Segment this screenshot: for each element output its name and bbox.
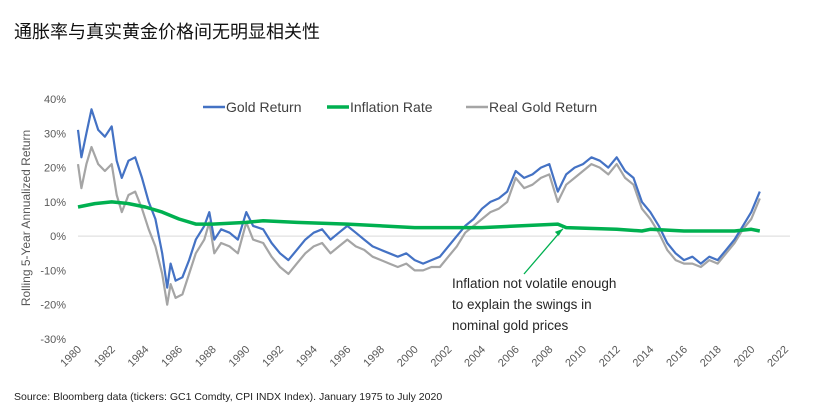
chart: Rolling 5-Year Annualized Return 40% 30% 2… <box>19 94 791 370</box>
x-tick-label: 1988 <box>193 344 219 370</box>
x-tick-label: 2016 <box>664 344 690 370</box>
annotation-text: Inflation not volatile enough <box>452 276 616 291</box>
x-tick-label: 2018 <box>698 344 724 370</box>
source-note: Source: Bloomberg data (tickers: GC1 Com… <box>14 391 443 403</box>
x-tick-label: 2012 <box>597 344 623 370</box>
arrow-head-icon <box>554 228 563 236</box>
inflation-rate-line <box>77 200 761 233</box>
page-title: 通胀率与真实黄金价格间无明显相关性 <box>14 22 320 43</box>
x-tick-label: 2022 <box>765 344 791 370</box>
annotation-arrow <box>523 228 564 275</box>
legend-label: Inflation Rate <box>350 99 433 115</box>
legend-label: Gold Return <box>226 99 301 115</box>
y-tick-label: 20% <box>44 163 66 175</box>
y-tick-label: 40% <box>44 94 66 106</box>
x-tick-label: 2020 <box>732 344 758 370</box>
x-tick-label: 2006 <box>496 344 522 370</box>
y-tick-label: -20% <box>40 300 66 312</box>
x-tick-label: 2002 <box>429 344 455 370</box>
x-tick-label: 1996 <box>328 344 354 370</box>
x-tick-label: 2004 <box>462 344 488 370</box>
legend-item: Gold Return <box>203 99 301 115</box>
legend-item: Inflation Rate <box>327 99 433 115</box>
x-tick-label: 1998 <box>361 344 387 370</box>
x-tick-label: 1994 <box>294 344 320 370</box>
y-tick-label: 30% <box>44 128 66 140</box>
x-tick-label: 1990 <box>227 344 253 370</box>
x-tick-label: 1992 <box>260 344 286 370</box>
x-tick-label: 1984 <box>126 344 152 370</box>
x-tick-label: 1980 <box>58 344 84 370</box>
y-tick-label: 0% <box>50 231 66 243</box>
annotation-text: to explain the swings in <box>452 297 592 312</box>
x-tick-label: 2010 <box>563 344 589 370</box>
y-tick-label: -30% <box>40 334 66 346</box>
x-tick-label: 1982 <box>92 344 118 370</box>
x-tick-label: 2008 <box>530 344 556 370</box>
legend-label: Real Gold Return <box>489 99 597 115</box>
x-tick-label: 2000 <box>395 344 421 370</box>
legend-item: Real Gold Return <box>466 99 597 115</box>
y-tick-label: 10% <box>44 197 66 209</box>
x-tick-label: 1986 <box>159 344 185 370</box>
y-tick-label: -10% <box>40 265 66 277</box>
x-tick-label: 2014 <box>631 344 657 370</box>
annotation-text: nominal gold prices <box>452 318 569 333</box>
real-gold-return-line <box>76 145 761 306</box>
y-axis-label: Rolling 5-Year Annualized Return <box>19 130 33 306</box>
gold-return-line <box>76 108 761 289</box>
